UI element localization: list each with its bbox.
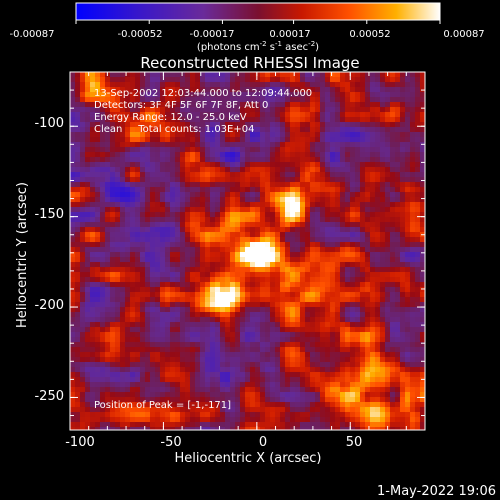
- x-axis-label: Heliocentric X (arcsec): [175, 451, 322, 466]
- x-tick-label-4: 50: [346, 435, 363, 450]
- colorbar-tick-label-6: 0.00087: [443, 29, 484, 40]
- colorbar-tick-label-2: -0.00052: [118, 29, 163, 40]
- x-tick-label-3: 0: [259, 435, 267, 450]
- plot-frame: [69, 71, 426, 431]
- info-detectors: Detectors: 3F 4F 5F 6F 7F 8F, Att 0: [94, 100, 268, 111]
- colorbar: [75, 2, 441, 21]
- y-tick-label-3: -200: [34, 298, 64, 313]
- info-peak-position: Position of Peak = [-1,-171]: [94, 400, 231, 411]
- colorbar-tick-label-1: -0.00087: [10, 29, 55, 40]
- axis-ticks: [69, 71, 426, 430]
- y-tick-label-2: -150: [34, 207, 64, 222]
- y-tick-label-1: -100: [34, 116, 64, 131]
- colorbar-tick-label-4: 0.00017: [269, 29, 310, 40]
- info-energy-range: Energy Range: 12.0 - 25.0 keV: [94, 112, 247, 123]
- y-axis-label: Heliocentric Y (arcsec): [15, 182, 30, 328]
- colorbar-ticks: [75, 20, 441, 24]
- colorbar-tick-label-5: 0.00052: [349, 29, 390, 40]
- y-tick-label-4: -250: [34, 389, 64, 404]
- colorbar-tick-label-3: -0.00017: [190, 29, 235, 40]
- rhessi-image: [70, 72, 425, 430]
- colorbar-units: (photons cm-2 s-1 asec-2): [197, 40, 319, 53]
- x-tick-label-2: -50: [160, 435, 181, 450]
- plot-title: Reconstructed RHESSI Image: [140, 54, 359, 72]
- x-tick-label-1: -100: [65, 435, 95, 450]
- info-clean: Clean Total counts: 1.03E+04: [94, 124, 254, 135]
- footer-timestamp: 1-May-2022 19:06: [377, 484, 496, 499]
- info-time-range: 13-Sep-2002 12:03:44.000 to 12:09:44.000: [94, 88, 312, 99]
